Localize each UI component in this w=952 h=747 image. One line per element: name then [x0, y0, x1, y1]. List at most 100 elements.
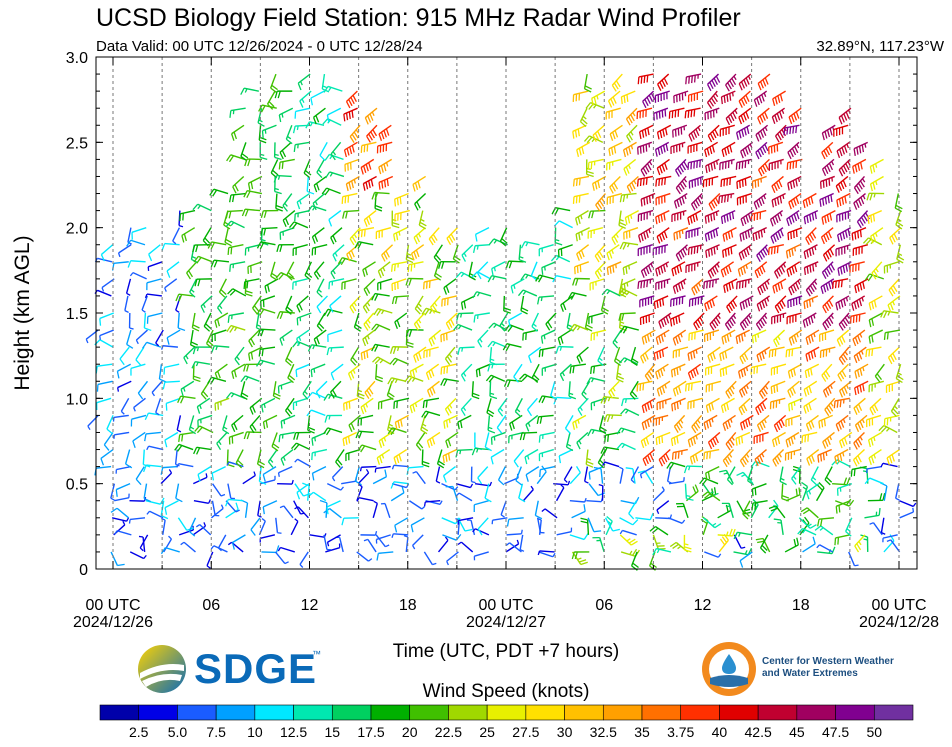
wind-barb-flag	[896, 375, 904, 381]
wind-barb-half-flag	[651, 194, 654, 199]
wind-barb-half-flag	[233, 327, 238, 332]
wind-barb-flag	[572, 131, 575, 139]
x-tick-label: 00 UTC	[871, 597, 926, 614]
wind-barb-flag	[414, 182, 419, 191]
wind-barb-staff	[834, 397, 850, 402]
wind-barb-flag	[387, 377, 393, 385]
wind-barb-flag	[788, 288, 793, 296]
wind-barb-flag	[234, 184, 239, 192]
wind-barb-flag	[822, 441, 827, 449]
wind-barb-flag	[461, 254, 467, 262]
wind-barb-flag	[659, 166, 663, 174]
wind-barb-staff	[394, 192, 409, 200]
wind-barb-staff	[850, 261, 865, 267]
wind-barb-flag	[747, 230, 751, 238]
wind-barb-half-flag	[161, 517, 166, 521]
wind-barb-staff	[818, 414, 833, 422]
wind-barb-half-flag	[220, 504, 224, 509]
wind-barb-staff	[499, 312, 509, 327]
wind-barb-flag	[103, 444, 110, 451]
wind-barb-flag	[743, 352, 749, 361]
wind-barb-flag	[829, 128, 833, 136]
wind-barb-flag	[585, 102, 592, 109]
wind-barb-flag	[285, 309, 292, 315]
wind-barb-staff	[852, 158, 867, 168]
wind-barb-flag	[233, 422, 238, 431]
wind-barb-flag	[858, 352, 863, 360]
wind-barb-flag	[343, 149, 348, 158]
wind-barb-staff	[810, 466, 819, 481]
wind-barb-flag	[190, 341, 198, 346]
wind-barb-staff	[726, 466, 736, 480]
wind-barb-half-flag	[684, 246, 688, 251]
wind-barb-half-flag	[797, 177, 801, 182]
wind-barb-flag	[709, 280, 711, 288]
wind-barb-flag	[447, 320, 453, 328]
wind-barb-flag	[721, 352, 725, 360]
wind-barb-staff	[283, 505, 294, 519]
wind-barb-flag	[790, 286, 795, 294]
wind-barb-flag	[772, 98, 776, 107]
wind-barb-flag	[287, 271, 294, 278]
wind-barb-flag	[736, 471, 744, 477]
wind-barb-flag	[429, 438, 433, 447]
wind-barb-half-flag	[811, 298, 814, 303]
wind-barb-flag	[366, 350, 369, 358]
wind-barb-flag	[612, 96, 617, 104]
wind-barb-flag	[227, 315, 230, 323]
wind-barb-half-flag	[471, 480, 476, 484]
wind-barb-flag	[751, 488, 754, 497]
wind-barb-flag	[739, 234, 742, 242]
wind-barb-flag	[422, 400, 425, 409]
wind-barb-staff	[686, 380, 702, 385]
wind-barb-half-flag	[469, 483, 474, 488]
wind-barb-staff	[824, 466, 833, 481]
wind-barb-flag	[870, 215, 873, 223]
wind-barb-flag	[757, 150, 762, 158]
wind-barb-half-flag	[873, 436, 876, 442]
wind-barb-flag	[660, 214, 663, 222]
wind-barb-flag	[505, 260, 510, 269]
wind-barb-flag	[752, 233, 755, 242]
wind-barb-half-flag	[433, 302, 438, 307]
x-tick-label: 00 UTC	[478, 597, 533, 614]
wind-barb-flag	[326, 309, 332, 317]
wind-barb-half-flag	[578, 440, 582, 445]
wind-barb-staff	[297, 73, 311, 84]
wind-barb-staff	[655, 192, 671, 199]
wind-barb-flag	[862, 383, 865, 392]
wind-barb-staff	[141, 295, 148, 311]
wind-barb-half-flag	[555, 256, 560, 261]
wind-barb-half-flag	[748, 246, 752, 251]
wind-barb-flag	[250, 338, 256, 346]
wind-barb-flag	[291, 442, 297, 450]
wind-barb-staff	[621, 192, 637, 196]
wind-barb-flag	[371, 192, 376, 200]
wind-barb-flag	[842, 180, 847, 188]
wind-barb-flag	[643, 268, 648, 277]
wind-barb-half-flag	[598, 484, 603, 487]
wind-barb-flag	[840, 115, 845, 123]
wind-barb-flag	[609, 266, 612, 274]
wind-barb-flag	[726, 94, 729, 102]
wind-barb-half-flag	[764, 350, 767, 355]
wind-barb-half-flag	[611, 249, 614, 254]
wind-barb-staff	[327, 118, 342, 126]
wind-barb-flag	[871, 406, 877, 414]
wind-barb-flag	[712, 438, 717, 446]
wind-barb-half-flag	[245, 376, 249, 381]
wind-barb-staff	[684, 483, 688, 499]
wind-barb-flag	[831, 546, 836, 554]
wind-barb-flag	[631, 565, 638, 571]
wind-barb-flag	[330, 373, 335, 381]
wind-barb-flag	[786, 269, 790, 277]
wind-barb-flag	[837, 537, 840, 545]
wind-barb-staff	[690, 448, 704, 458]
wind-barb-flag	[890, 287, 896, 295]
wind-barb-half-flag	[584, 480, 589, 484]
wind-barb-half-flag	[236, 356, 240, 361]
wind-barb-half-flag	[729, 418, 733, 423]
wind-barb-flag	[324, 415, 328, 423]
wind-barb-flag	[649, 526, 656, 532]
wind-barb-flag	[448, 235, 454, 243]
